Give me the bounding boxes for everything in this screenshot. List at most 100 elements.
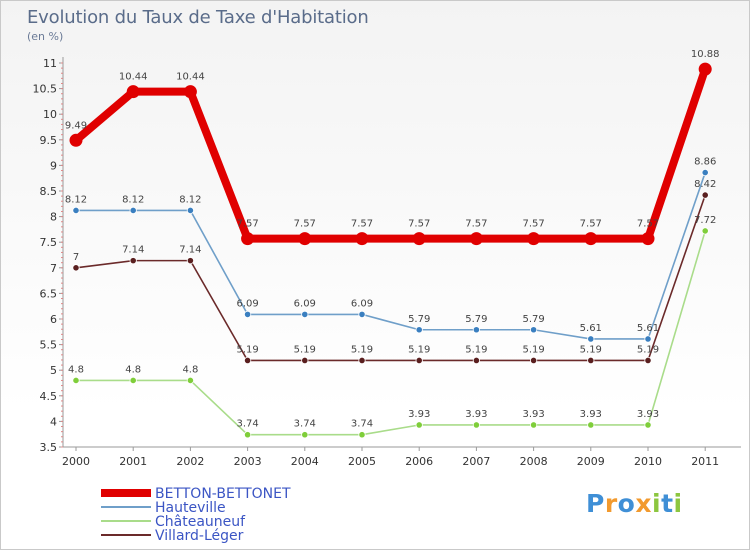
data-label: 3.93 <box>408 409 430 420</box>
y-tick-label: 5 <box>50 364 57 377</box>
y-tick-label: 5.5 <box>40 339 58 352</box>
data-point <box>701 168 709 177</box>
series-line-3 <box>75 194 706 362</box>
y-tick-label: 4 <box>50 415 57 428</box>
data-label: 3.93 <box>637 409 659 420</box>
data-point <box>241 232 255 246</box>
data-label: 10.44 <box>119 72 148 83</box>
data-label: 3.93 <box>465 409 487 420</box>
data-point <box>355 232 369 246</box>
data-point <box>584 232 598 246</box>
y-tick-label: 4.5 <box>40 390 58 403</box>
x-tick-label: 2005 <box>348 455 376 468</box>
y-tick-label: 10.5 <box>33 83 58 96</box>
legend-label: BETTON-BETTONET <box>155 486 291 502</box>
y-tick-label: 7.5 <box>40 236 58 249</box>
x-tick-label: 2008 <box>520 455 548 468</box>
data-point <box>415 326 423 334</box>
x-tick-label: 2000 <box>62 455 90 468</box>
data-point <box>644 356 652 365</box>
legend-label: Châteauneuf <box>155 514 246 530</box>
data-point <box>415 356 423 365</box>
data-label: 7.57 <box>637 219 659 230</box>
data-label: 5.61 <box>637 323 659 334</box>
data-point <box>301 356 309 365</box>
data-label: 5.19 <box>236 344 258 355</box>
x-tick-label: 2003 <box>234 455 262 468</box>
x-tick-label: 2002 <box>176 455 204 468</box>
x-tick-label: 2010 <box>634 455 662 468</box>
data-point <box>186 206 194 215</box>
data-point <box>698 62 712 76</box>
data-point <box>469 232 483 246</box>
brand-letter: i <box>652 489 662 518</box>
legend-label: Hauteville <box>155 500 226 516</box>
data-label: 7.57 <box>236 219 258 230</box>
data-label: 5.19 <box>637 344 659 355</box>
data-point <box>527 232 541 246</box>
data-label: 4.8 <box>125 364 141 375</box>
x-tick-label: 2006 <box>405 455 433 468</box>
x-tick-label: 2009 <box>577 455 605 468</box>
data-label: 3.93 <box>522 409 544 420</box>
series-line-2 <box>76 230 706 436</box>
data-label: 8.42 <box>694 179 716 190</box>
data-label: 5.19 <box>294 344 316 355</box>
data-point <box>529 326 538 334</box>
data-point <box>701 191 709 199</box>
data-label: 5.19 <box>351 344 373 355</box>
proxiti-logo: Proxiti <box>586 489 683 518</box>
data-point <box>529 356 538 365</box>
data-point <box>72 376 80 385</box>
data-label: 5.19 <box>580 344 602 355</box>
data-label: 4.8 <box>182 364 198 375</box>
data-label: 6.09 <box>351 298 373 309</box>
x-tick-label: 2007 <box>462 455 490 468</box>
data-label: 5.79 <box>408 314 430 325</box>
data-point <box>183 85 197 99</box>
data-point <box>529 421 538 429</box>
chart-subtitle: (en %) <box>27 30 64 43</box>
y-tick-label: 10 <box>43 108 57 121</box>
y-tick-label: 11 <box>43 57 57 70</box>
x-tick-label: 2001 <box>119 455 147 468</box>
data-point <box>358 431 366 439</box>
y-tick-label: 8 <box>50 211 57 224</box>
data-label: 8.12 <box>179 194 201 205</box>
brand-letter: x <box>635 489 652 518</box>
data-label: 3.74 <box>351 419 373 430</box>
data-point <box>415 421 423 429</box>
data-point <box>472 356 480 365</box>
data-label: 8.12 <box>122 194 144 205</box>
data-label: 7.72 <box>694 215 716 226</box>
data-point <box>72 264 80 272</box>
y-tick-label: 6 <box>50 313 57 326</box>
data-point <box>186 257 194 265</box>
data-point <box>644 335 652 343</box>
y-tick-label: 9.5 <box>40 134 58 147</box>
data-label: 3.93 <box>580 409 602 420</box>
data-label: 7.57 <box>465 219 487 230</box>
data-label: 5.19 <box>465 344 487 355</box>
data-label: 8.12 <box>65 194 87 205</box>
x-tick-label: 2011 <box>691 455 719 468</box>
legend-label: Villard-Léger <box>155 528 244 544</box>
brand-letter: r <box>604 489 618 518</box>
data-label: 6.09 <box>294 298 316 309</box>
data-label: 3.74 <box>294 419 316 430</box>
data-label: 7.14 <box>179 245 201 256</box>
data-label: 7 <box>73 252 79 263</box>
data-label: 4.8 <box>68 364 84 375</box>
data-point <box>472 421 480 429</box>
data-label: 9.49 <box>65 120 87 131</box>
data-label: 7.57 <box>522 219 544 230</box>
y-tick-label: 6.5 <box>40 287 58 300</box>
data-point <box>129 376 137 385</box>
data-label: 5.79 <box>465 314 487 325</box>
data-point <box>301 310 309 318</box>
data-point <box>126 85 140 99</box>
data-label: 6.09 <box>236 298 258 309</box>
data-point <box>129 206 137 215</box>
